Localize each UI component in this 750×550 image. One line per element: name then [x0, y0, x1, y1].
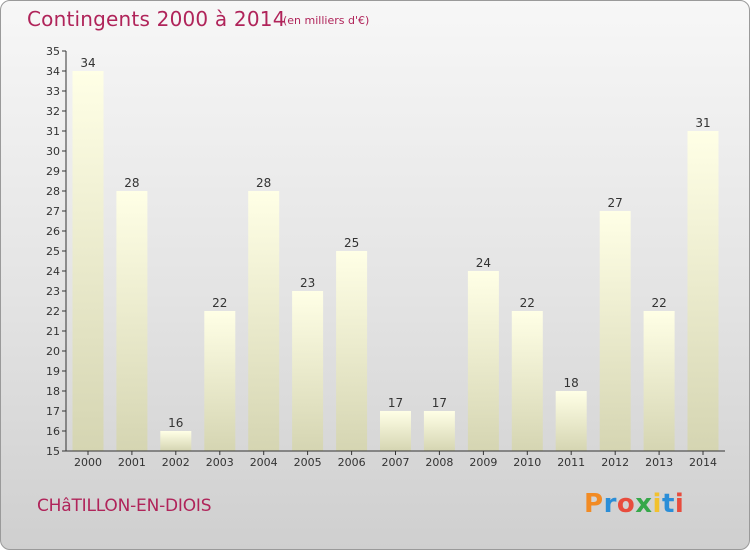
bar — [555, 391, 587, 451]
y-tick-label: 20 — [46, 345, 60, 358]
data-label: 25 — [344, 236, 359, 250]
y-tick-label: 22 — [46, 305, 60, 318]
bar — [292, 291, 324, 451]
data-label: 28 — [256, 176, 271, 190]
y-tick-label: 17 — [46, 405, 60, 418]
x-tick-label: 2009 — [469, 456, 497, 469]
brand-letter: i — [652, 489, 662, 519]
data-label: 16 — [168, 416, 183, 430]
data-label: 22 — [651, 296, 666, 310]
bar — [643, 311, 675, 451]
chart-title: Contingents 2000 à 2014 — [27, 7, 286, 31]
y-tick-label: 19 — [46, 365, 60, 378]
x-tick-label: 2004 — [250, 456, 278, 469]
data-label: 31 — [695, 116, 710, 130]
x-tick-label: 2011 — [557, 456, 585, 469]
y-tick-label: 32 — [46, 105, 60, 118]
data-label: 22 — [212, 296, 227, 310]
y-tick-label: 33 — [46, 85, 60, 98]
y-tick-label: 31 — [46, 125, 60, 138]
brand-letter: P — [584, 489, 604, 519]
bar — [248, 191, 280, 451]
bar — [511, 311, 543, 451]
x-tick-label: 2001 — [118, 456, 146, 469]
data-label: 23 — [300, 276, 315, 290]
x-tick-label: 2003 — [206, 456, 234, 469]
y-tick-label: 30 — [46, 145, 60, 158]
y-tick-label: 16 — [46, 425, 60, 438]
brand-letter: t — [661, 489, 675, 519]
data-label: 28 — [124, 176, 139, 190]
bar — [687, 131, 719, 451]
x-tick-label: 2008 — [425, 456, 453, 469]
bar — [423, 411, 455, 451]
brand-logo: Proxiti — [584, 489, 684, 519]
bar — [467, 271, 499, 451]
y-tick-label: 34 — [46, 65, 60, 78]
data-label: 17 — [432, 396, 447, 410]
y-tick-label: 15 — [46, 445, 60, 458]
y-tick-label: 25 — [46, 245, 60, 258]
y-tick-label: 23 — [46, 285, 60, 298]
x-tick-label: 2006 — [338, 456, 366, 469]
x-tick-label: 2010 — [513, 456, 541, 469]
y-tick-label: 24 — [46, 265, 60, 278]
brand-letter: i — [674, 489, 685, 519]
bar — [336, 251, 368, 451]
data-label: 34 — [80, 56, 95, 70]
bar — [160, 431, 192, 451]
bar — [380, 411, 411, 451]
data-label: 18 — [564, 376, 579, 390]
data-label: 17 — [388, 396, 403, 410]
x-tick-label: 2005 — [294, 456, 322, 469]
y-tick-label: 18 — [46, 385, 60, 398]
y-tick-label: 35 — [46, 45, 60, 58]
x-tick-label: 2013 — [645, 456, 673, 469]
x-tick-label: 2000 — [74, 456, 102, 469]
y-tick-label: 29 — [46, 165, 60, 178]
commune-name: CHâTILLON-EN-DIOIS — [37, 496, 212, 516]
x-tick-label: 2007 — [382, 456, 410, 469]
bar — [204, 311, 236, 451]
bar — [72, 71, 104, 451]
y-tick-label: 28 — [46, 185, 60, 198]
bar — [599, 211, 631, 451]
data-label: 22 — [520, 296, 535, 310]
brand-letter: o — [616, 489, 636, 519]
brand-letter: x — [635, 489, 653, 519]
bar — [116, 191, 148, 451]
x-tick-label: 2012 — [601, 456, 629, 469]
x-tick-label: 2014 — [689, 456, 717, 469]
chart-subtitle: (en milliers d'€) — [283, 14, 370, 27]
y-tick-label: 21 — [46, 325, 60, 338]
y-tick-label: 26 — [46, 225, 60, 238]
brand-letter: r — [603, 489, 617, 519]
data-label: 27 — [608, 196, 623, 210]
y-tick-label: 27 — [46, 205, 60, 218]
data-label: 24 — [476, 256, 491, 270]
x-tick-label: 2002 — [162, 456, 190, 469]
